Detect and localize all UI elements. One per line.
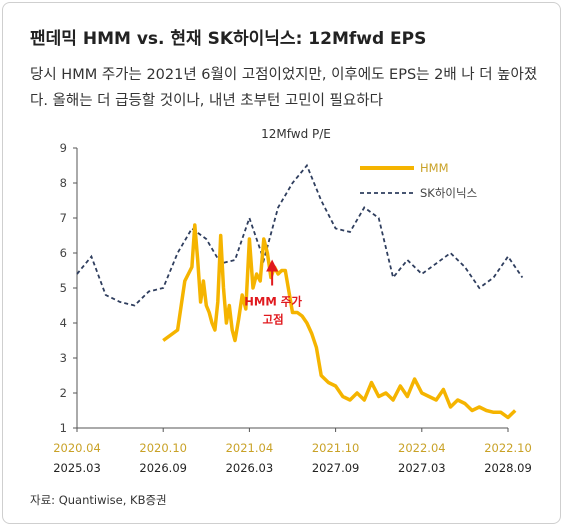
y-tick-label: 8 bbox=[60, 176, 67, 190]
x-tick-label-hmm: 2021.10 bbox=[312, 441, 360, 455]
x-tick-label-skhynix: 2025.03 bbox=[53, 461, 101, 475]
series-line-skhynix bbox=[76, 163, 524, 307]
page-subtitle: 당시 HMM 주가는 2021년 6월이 고점이었지만, 이후에도 EPS는 2… bbox=[30, 67, 538, 109]
legend-label-hmm: HMM bbox=[420, 161, 449, 175]
x-tick-label-skhynix: 2027.09 bbox=[312, 461, 360, 475]
y-tick-label: 3 bbox=[60, 351, 67, 365]
annotation-line2: 고점 bbox=[263, 313, 284, 327]
x-tick-label-hmm: 2020.04 bbox=[53, 441, 101, 455]
legend-label-skhynix: SK하이닉스 bbox=[420, 186, 477, 200]
y-tick-label: 2 bbox=[60, 386, 67, 400]
source-note: 자료: Quantiwise, KB증권 bbox=[30, 493, 167, 507]
x-tick-label-hmm: 2020.10 bbox=[139, 441, 187, 455]
x-tick-label-hmm: 2022.04 bbox=[398, 441, 446, 455]
y-tick-label: 6 bbox=[60, 246, 67, 260]
y-tick-label: 5 bbox=[60, 281, 67, 295]
y-tick-label: 7 bbox=[60, 211, 67, 225]
page-title: 팬데믹 HMM vs. 현재 SK하이닉스: 12Mfwd EPS bbox=[30, 29, 427, 49]
chart-title: 12Mfwd P/E bbox=[261, 127, 331, 141]
x-tick-label-hmm: 2021.04 bbox=[226, 441, 274, 455]
x-tick-label-skhynix: 2027.03 bbox=[398, 461, 446, 475]
y-tick-label: 9 bbox=[60, 141, 67, 155]
annotation-line1: HMM 주가 bbox=[244, 295, 302, 309]
x-tick-label-skhynix: 2026.09 bbox=[139, 461, 187, 475]
annotation-arrow-head bbox=[266, 259, 279, 272]
y-tick-label: 4 bbox=[60, 316, 67, 330]
x-tick-label-hmm: 2022.10 bbox=[484, 441, 532, 455]
x-tick-label-skhynix: 2028.09 bbox=[484, 461, 532, 475]
x-tick-label-skhynix: 2026.03 bbox=[226, 461, 274, 475]
y-tick-label: 1 bbox=[60, 421, 67, 435]
series-line-hmm bbox=[162, 223, 517, 420]
chart-card bbox=[2, 2, 561, 524]
